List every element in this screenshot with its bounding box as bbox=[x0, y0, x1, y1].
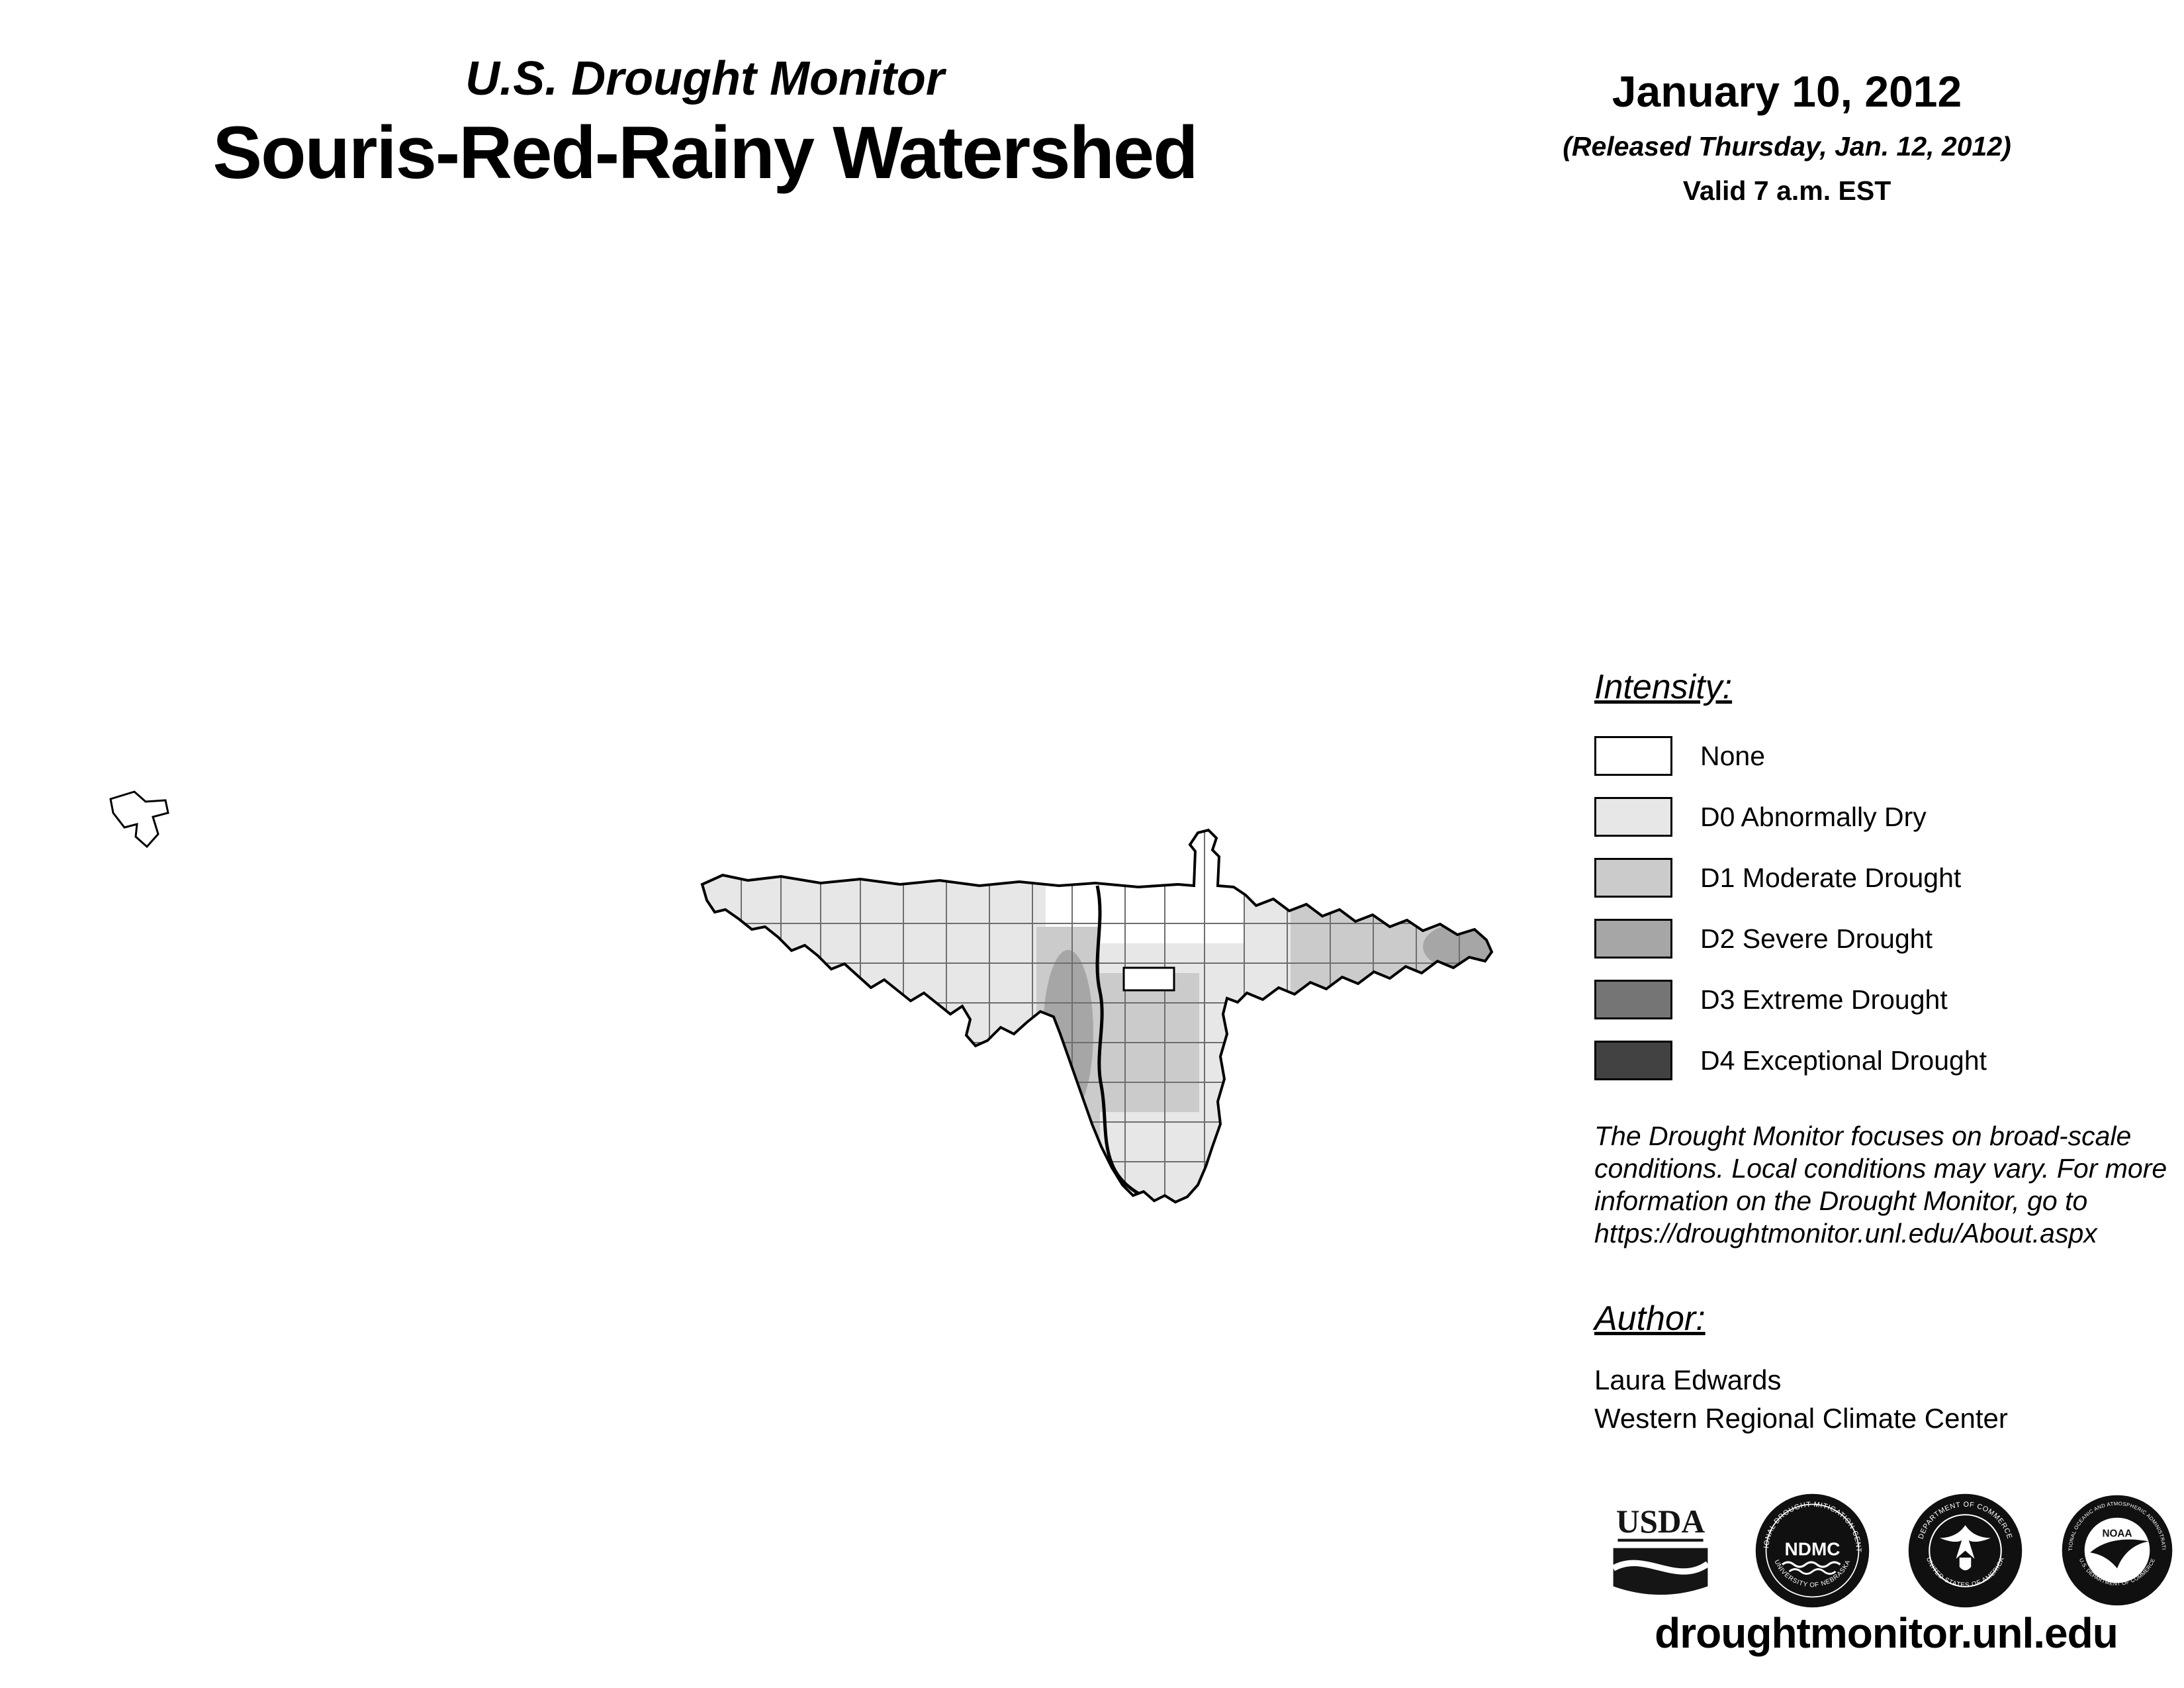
map-region-none-north bbox=[1046, 830, 1244, 943]
valid-time: Valid 7 a.m. EST bbox=[1682, 175, 1891, 206]
map-region-d2-central bbox=[1043, 950, 1093, 1115]
commerce-seal: DEPARTMENT OF COMMERCE UNITED STATES OF … bbox=[1909, 1493, 2023, 1607]
logo-row: USDA NATIONAL DROUGHT MITIGATION CENTER … bbox=[1604, 1491, 2173, 1610]
disclaimer-line-1: The Drought Monitor focuses on broad-sca… bbox=[1594, 1121, 2132, 1151]
site-url: droughtmonitor.unl.edu bbox=[1655, 1609, 2118, 1657]
usda-logo-text: USDA bbox=[1616, 1503, 1706, 1540]
doc-shield bbox=[1960, 1557, 1972, 1570]
release-date: (Released Thursday, Jan. 12, 2012) bbox=[1563, 131, 2011, 162]
legend-item-d0: D0 Abnormally Dry bbox=[1594, 786, 2163, 847]
legend-item-none: None bbox=[1594, 726, 2163, 786]
usda-swoosh-curve bbox=[1612, 1560, 1710, 1575]
author-title: Author: bbox=[1594, 1299, 1706, 1338]
legend-label-none: None bbox=[1700, 740, 1766, 771]
map-date: January 10, 2012 bbox=[1612, 67, 1962, 116]
disclaimer: The Drought Monitor focuses on broad-sca… bbox=[1594, 1120, 2184, 1250]
ndmc-wave-2 bbox=[1788, 1568, 1837, 1575]
doc-eagle bbox=[1940, 1524, 1991, 1559]
legend-item-d3: D3 Extreme Drought bbox=[1594, 969, 2163, 1030]
legend-item-d1: D1 Moderate Drought bbox=[1594, 847, 2163, 908]
ndmc-text: NDMC bbox=[1784, 1538, 1840, 1559]
legend-swatch-d3 bbox=[1594, 980, 1672, 1019]
watershed-outline bbox=[700, 828, 1494, 1204]
legend: Intensity: None D0 Abnormally Dry D1 Mod… bbox=[1594, 667, 2163, 1091]
disclaimer-line-2: conditions. Local conditions may vary. F… bbox=[1594, 1153, 2167, 1184]
author-organization: Western Regional Climate Center bbox=[1594, 1403, 2008, 1434]
map-county-box bbox=[1122, 966, 1175, 992]
program-title: U.S. Drought Monitor bbox=[465, 52, 944, 105]
legend-swatch-none bbox=[1594, 736, 1672, 776]
doc-inner-ring bbox=[1929, 1513, 2003, 1587]
legend-swatch-d2 bbox=[1594, 919, 1672, 959]
legend-swatch-d0 bbox=[1594, 797, 1672, 837]
legend-item-d2: D2 Severe Drought bbox=[1594, 908, 2163, 969]
author-block: Author: Laura Edwards Western Regional C… bbox=[1594, 1299, 2184, 1438]
author-name: Laura Edwards bbox=[1594, 1364, 1782, 1395]
legend-swatch-d4 bbox=[1594, 1041, 1672, 1080]
legend-title: Intensity: bbox=[1594, 668, 1733, 706]
legend-label-d1: D1 Moderate Drought bbox=[1700, 862, 1962, 893]
noaa-bird bbox=[2090, 1539, 2149, 1569]
ndmc-inner-ring bbox=[1765, 1503, 1860, 1597]
region-title: Souris-Red-Rainy Watershed bbox=[212, 111, 1198, 194]
disclaimer-line-3: information on the Drought Monitor, go t… bbox=[1594, 1186, 2088, 1216]
legend-swatch-d1 bbox=[1594, 858, 1672, 898]
ndmc-logo: NATIONAL DROUGHT MITIGATION CENTER NDMC … bbox=[1754, 1493, 1869, 1607]
state-border-line bbox=[1095, 885, 1149, 1200]
usda-swoosh-band bbox=[1613, 1548, 1708, 1595]
header: U.S. Drought Monitor Souris-Red-Rainy Wa… bbox=[40, 52, 1370, 195]
legend-item-d4: D4 Exceptional Drought bbox=[1594, 1030, 2163, 1091]
ndmc-band bbox=[1770, 1540, 1854, 1559]
noaa-text: NOAA bbox=[2102, 1528, 2132, 1540]
legend-label-d0: D0 Abnormally Dry bbox=[1700, 801, 1927, 832]
usda-logo: USDA bbox=[1612, 1503, 1710, 1595]
map-detached-basin bbox=[109, 790, 169, 849]
disclaimer-url: https://droughtmonitor.unl.edu/About.asp… bbox=[1594, 1218, 2097, 1248]
noaa-logo: NATIONAL OCEANIC AND ATMOSPHERIC ADMINIS… bbox=[2061, 1494, 2173, 1606]
legend-label-d2: D2 Severe Drought bbox=[1700, 923, 1933, 954]
legend-label-d3: D3 Extreme Drought bbox=[1700, 984, 1948, 1015]
legend-label-d4: D4 Exceptional Drought bbox=[1700, 1045, 1987, 1076]
date-block: January 10, 2012 (Released Thursday, Jan… bbox=[1456, 66, 2118, 207]
ndmc-wave-1 bbox=[1781, 1560, 1841, 1568]
